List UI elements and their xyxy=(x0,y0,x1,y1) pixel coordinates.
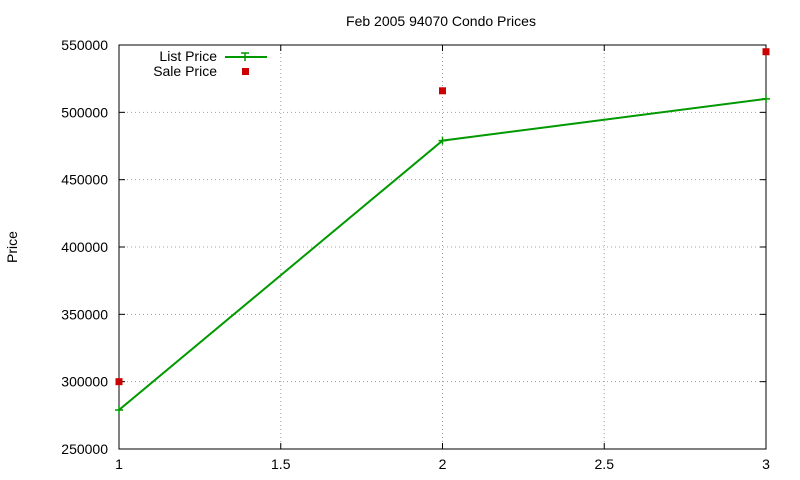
tick-labels: 1 1.5 2 2.5 3 250000 300000 350000 400000 450000 5… xyxy=(61,37,770,472)
x-tick-label: 2.5 xyxy=(595,456,615,472)
legend-label-list-price: List Price xyxy=(159,48,217,64)
list-price-point xyxy=(762,94,770,103)
y-tick-label: 250000 xyxy=(61,441,108,457)
y-tick-label: 500000 xyxy=(61,104,108,120)
series-layer xyxy=(115,48,770,414)
y-tick-label: 400000 xyxy=(61,239,108,255)
y-tick-label: 450000 xyxy=(61,172,108,188)
axis-ticks xyxy=(118,44,767,450)
y-axis-label: Price xyxy=(4,231,20,263)
sale-price-point xyxy=(439,87,446,95)
legend-label-sale-price: Sale Price xyxy=(153,63,217,79)
list-price-point xyxy=(115,405,123,414)
legend-marker-list-price xyxy=(241,52,249,61)
y-tick-label: 350000 xyxy=(61,306,108,322)
legend-marker-sale-price xyxy=(242,68,249,75)
x-tick-label: 3 xyxy=(762,456,770,472)
chart-title: Feb 2005 94070 Condo Prices xyxy=(346,13,536,29)
sale-price-point xyxy=(115,378,123,386)
grid-lines xyxy=(119,45,766,449)
y-tick-label: 550000 xyxy=(61,37,108,53)
y-tick-label: 300000 xyxy=(61,374,108,390)
x-tick-label: 2 xyxy=(439,456,447,472)
sale-price-point xyxy=(762,48,770,56)
x-tick-label: 1 xyxy=(115,456,123,472)
x-tick-label: 1.5 xyxy=(271,456,291,472)
legend: List Price Sale Price xyxy=(153,48,267,79)
list-price-point xyxy=(438,136,447,145)
